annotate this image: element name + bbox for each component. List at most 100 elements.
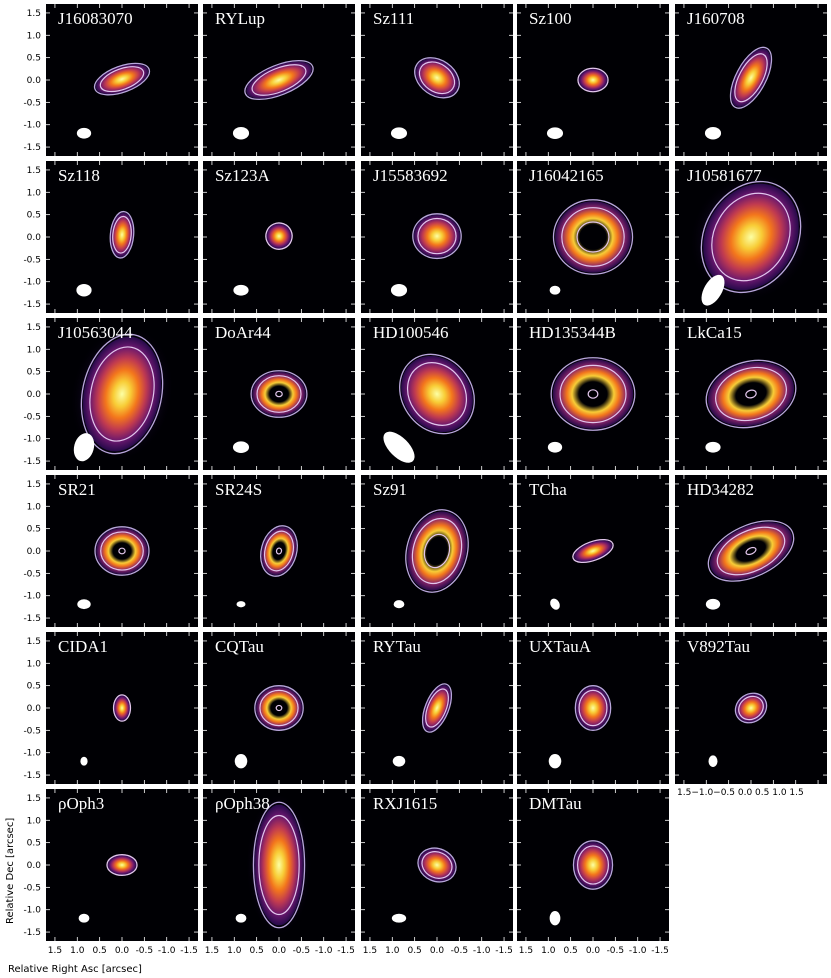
contour-outer xyxy=(80,333,164,455)
beam-ellipse xyxy=(548,754,562,769)
beam-ellipse xyxy=(236,601,246,608)
contour-outer xyxy=(552,199,634,275)
x-tick-label: 1.5 xyxy=(519,946,533,956)
contour-outer xyxy=(112,694,132,722)
y-tick-label: 1.0 xyxy=(27,816,42,826)
emission-disc xyxy=(246,61,312,99)
y-tick-label: -1.5 xyxy=(23,928,41,938)
x-tick-label: 0.0 xyxy=(586,946,601,956)
emission-disc xyxy=(578,68,608,92)
emission-disc xyxy=(110,212,134,258)
beam-ellipse xyxy=(708,755,718,768)
panel-title: UXTauA xyxy=(529,637,592,656)
panel-title: J10563044 xyxy=(58,323,133,342)
beam-ellipse xyxy=(390,127,408,140)
y-tick-label: 1.5 xyxy=(27,166,41,176)
emission-disc xyxy=(703,183,799,291)
beam-ellipse xyxy=(232,441,250,454)
emission-disc xyxy=(423,684,451,732)
emission-disc xyxy=(574,841,612,889)
contour-mid xyxy=(411,517,463,585)
y-tick-label: 1.5 xyxy=(27,480,41,490)
y-tick-label: -1.0 xyxy=(23,121,41,131)
contour-outer xyxy=(405,509,469,593)
panel-title: HD34282 xyxy=(687,480,754,499)
emission-disc xyxy=(266,223,292,249)
y-tick-label: 0.0 xyxy=(27,547,42,557)
emission-disc xyxy=(709,522,793,580)
x-tick-label: 1.0 xyxy=(541,946,556,956)
x-tick-label: 0.0 xyxy=(115,946,130,956)
panel-10: J10581677 xyxy=(675,161,827,313)
contour-outer xyxy=(572,538,614,564)
x-tick-label: -1.5 xyxy=(180,946,198,956)
beam-ellipse xyxy=(80,756,88,766)
contour-outer xyxy=(250,370,308,418)
beam-ellipse xyxy=(391,913,407,923)
y-tick-label: -0.5 xyxy=(23,98,41,108)
beam-ellipse xyxy=(78,913,90,923)
x-tick-label: 0.5 xyxy=(407,946,421,956)
panel-title: J10581677 xyxy=(687,166,762,185)
y-tick-label: 1.5 xyxy=(27,323,41,333)
panel-title: CQTau xyxy=(215,637,264,656)
contour-outer xyxy=(260,525,298,577)
x-tick-label: -1.0 xyxy=(158,946,176,956)
y-tick-label: 1.5 xyxy=(27,637,41,647)
emission-disc xyxy=(707,361,795,427)
contour-mid xyxy=(559,364,627,424)
y-tick-label: 0.5 xyxy=(27,682,41,692)
x-tick-label: 0.0 xyxy=(430,946,445,956)
panel-22: CQTau xyxy=(203,632,355,784)
x-tick-label: 0.5 xyxy=(249,946,263,956)
y-tick-label: 0.5 xyxy=(27,839,41,849)
y-tick-label: -1.0 xyxy=(23,749,41,759)
y-tick-label: -0.5 xyxy=(23,883,41,893)
contour-mid xyxy=(421,851,453,879)
panel-title: HD100546 xyxy=(373,323,449,342)
contour-mid xyxy=(100,531,144,571)
y-tick-label: -0.5 xyxy=(23,726,41,736)
contour-mid xyxy=(256,375,302,413)
x-tick-label: -0.5 xyxy=(136,946,154,956)
panel-title: TCha xyxy=(529,480,567,499)
emission-disc xyxy=(552,359,634,429)
emission-disc xyxy=(261,526,297,576)
panel-26: ρOph3 xyxy=(46,789,198,941)
beam-ellipse xyxy=(73,433,95,462)
emission-disc xyxy=(107,855,137,875)
beam-ellipse xyxy=(232,126,250,140)
y-tick-label: -1.5 xyxy=(23,771,41,781)
emission-disc xyxy=(731,48,771,107)
x-tick-label: -1.5 xyxy=(337,946,355,956)
x-tick-label: -1.0 xyxy=(473,946,491,956)
y-tick-label: 0.0 xyxy=(27,861,42,871)
y-tick-label: -1.0 xyxy=(23,906,41,916)
y-tick-label: 1.0 xyxy=(27,31,42,41)
contour-outer xyxy=(734,692,768,724)
x-tick-label: 1.5 xyxy=(205,946,219,956)
y-tick-label: -1.0 xyxy=(23,278,41,288)
cavity-contour xyxy=(118,547,126,555)
contour-outer xyxy=(254,685,304,731)
contour-mid xyxy=(738,695,764,721)
panel-title: Sz91 xyxy=(373,480,407,499)
cavity-contour xyxy=(587,389,599,399)
contour-mid xyxy=(577,845,609,885)
contour-inner xyxy=(576,221,610,253)
panel-8: J15583692 xyxy=(361,161,513,313)
emission-disc xyxy=(407,511,467,591)
panel-title: J15583692 xyxy=(373,166,448,185)
panel-title: ρOph38 xyxy=(215,794,270,813)
panel-7: Sz123A xyxy=(203,161,355,313)
x-tick-label: 1.0 xyxy=(385,946,400,956)
y-tick-label: 0.5 xyxy=(27,525,41,535)
beam-ellipse xyxy=(76,127,92,139)
emission-disc xyxy=(413,214,461,258)
panel-title: J16042165 xyxy=(529,166,604,185)
y-tick-label: -1.0 xyxy=(23,592,41,602)
y-tick-label: 1.0 xyxy=(27,345,42,355)
emission-disc xyxy=(418,848,456,882)
contour-outer xyxy=(106,854,138,876)
contour-outer xyxy=(707,520,795,582)
